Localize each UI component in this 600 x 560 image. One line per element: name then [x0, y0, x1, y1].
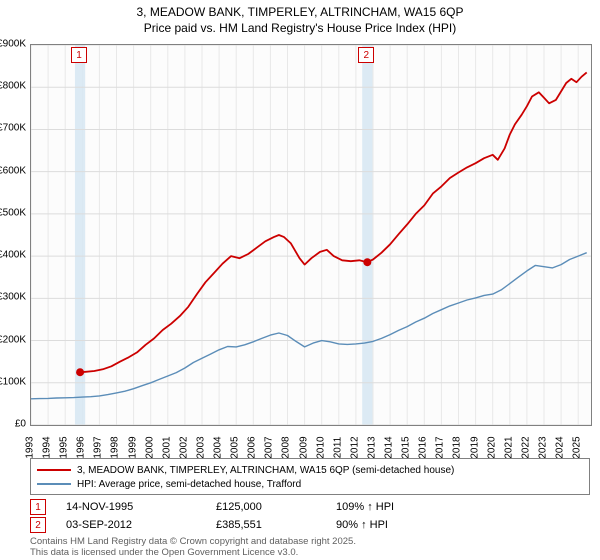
x-tick-label: 2012: [349, 436, 360, 458]
y-tick-label: £700K: [0, 123, 26, 134]
sale-marker-1: 1: [30, 499, 46, 515]
x-tick-label: 1993: [25, 436, 36, 458]
x-tick-label: 2011: [332, 437, 343, 459]
title-line2: Price paid vs. HM Land Registry's House …: [0, 20, 600, 36]
y-tick-label: £300K: [0, 292, 26, 303]
x-tick-label: 2001: [161, 436, 172, 458]
legend-label-property: 3, MEADOW BANK, TIMPERLEY, ALTRINCHAM, W…: [77, 465, 454, 476]
x-tick-label: 1996: [76, 436, 87, 458]
x-tick-label: 2025: [572, 436, 583, 458]
y-tick-label: £100K: [0, 376, 26, 387]
x-tick-label: 2023: [537, 436, 548, 458]
x-tick-label: 2018: [452, 436, 463, 458]
x-tick-label: 2014: [384, 436, 395, 458]
sale-price-2: £385,551: [216, 519, 336, 531]
sale-date-2: 03-SEP-2012: [66, 519, 216, 531]
x-tick-label: 1999: [127, 436, 138, 458]
y-tick-label: £600K: [0, 165, 26, 176]
sale-delta-1: 109% ↑ HPI: [336, 501, 590, 513]
x-tick-label: 2000: [144, 436, 155, 458]
plot-area: [30, 44, 592, 426]
chart-marker-tab: 1: [71, 47, 87, 63]
x-tick-label: 2008: [281, 436, 292, 458]
x-tick-label: 2003: [195, 436, 206, 458]
x-tick-label: 2015: [401, 436, 412, 458]
y-tick-label: £500K: [0, 207, 26, 218]
footer-line1: Contains HM Land Registry data © Crown c…: [30, 536, 356, 547]
sale-marker-2: 2: [30, 517, 46, 533]
sale-price-1: £125,000: [216, 501, 336, 513]
y-tick-label: £800K: [0, 81, 26, 92]
x-tick-label: 1997: [93, 436, 104, 458]
legend: 3, MEADOW BANK, TIMPERLEY, ALTRINCHAM, W…: [30, 458, 590, 495]
x-tick-label: 2005: [230, 436, 241, 458]
x-tick-label: 2009: [298, 436, 309, 458]
x-tick-label: 2016: [418, 436, 429, 458]
sale-date-1: 14-NOV-1995: [66, 501, 216, 513]
x-tick-label: 1998: [110, 436, 121, 458]
x-tick-label: 2021: [503, 436, 514, 458]
sale-delta-2: 90% ↑ HPI: [336, 519, 590, 531]
chart-marker-tab: 2: [358, 47, 374, 63]
x-tick-label: 2013: [366, 436, 377, 458]
plot-svg: [31, 45, 591, 425]
x-tick-label: 2024: [555, 436, 566, 458]
footer-line2: This data is licensed under the Open Gov…: [30, 547, 356, 558]
title-line1: 3, MEADOW BANK, TIMPERLEY, ALTRINCHAM, W…: [0, 4, 600, 20]
chart-title: 3, MEADOW BANK, TIMPERLEY, ALTRINCHAM, W…: [0, 4, 600, 36]
y-tick-label: £900K: [0, 39, 26, 50]
sale-row-1: 1 14-NOV-1995 £125,000 109% ↑ HPI: [30, 498, 590, 516]
footer: Contains HM Land Registry data © Crown c…: [30, 536, 356, 559]
x-tick-label: 2004: [213, 436, 224, 458]
legend-swatch-hpi: [37, 483, 71, 485]
y-tick-label: £0: [15, 419, 26, 430]
x-tick-label: 2020: [486, 436, 497, 458]
x-tick-label: 2022: [520, 436, 531, 458]
x-tick-label: 2010: [315, 436, 326, 458]
sale-row-2: 2 03-SEP-2012 £385,551 90% ↑ HPI: [30, 516, 590, 534]
x-tick-label: 2006: [247, 436, 258, 458]
x-tick-label: 1995: [59, 436, 70, 458]
y-tick-label: £400K: [0, 250, 26, 261]
x-tick-label: 2002: [178, 436, 189, 458]
sales-list: 1 14-NOV-1995 £125,000 109% ↑ HPI 2 03-S…: [30, 498, 590, 534]
legend-label-hpi: HPI: Average price, semi-detached house,…: [77, 479, 301, 490]
x-tick-label: 2007: [264, 436, 275, 458]
legend-row-property: 3, MEADOW BANK, TIMPERLEY, ALTRINCHAM, W…: [37, 463, 583, 477]
x-tick-label: 2017: [435, 436, 446, 458]
x-tick-label: 2019: [469, 436, 480, 458]
legend-swatch-property: [37, 469, 71, 471]
legend-row-hpi: HPI: Average price, semi-detached house,…: [37, 477, 583, 491]
y-tick-label: £200K: [0, 334, 26, 345]
chart-container: { "title_line1": "3, MEADOW BANK, TIMPER…: [0, 0, 600, 560]
x-tick-label: 1994: [42, 436, 53, 458]
